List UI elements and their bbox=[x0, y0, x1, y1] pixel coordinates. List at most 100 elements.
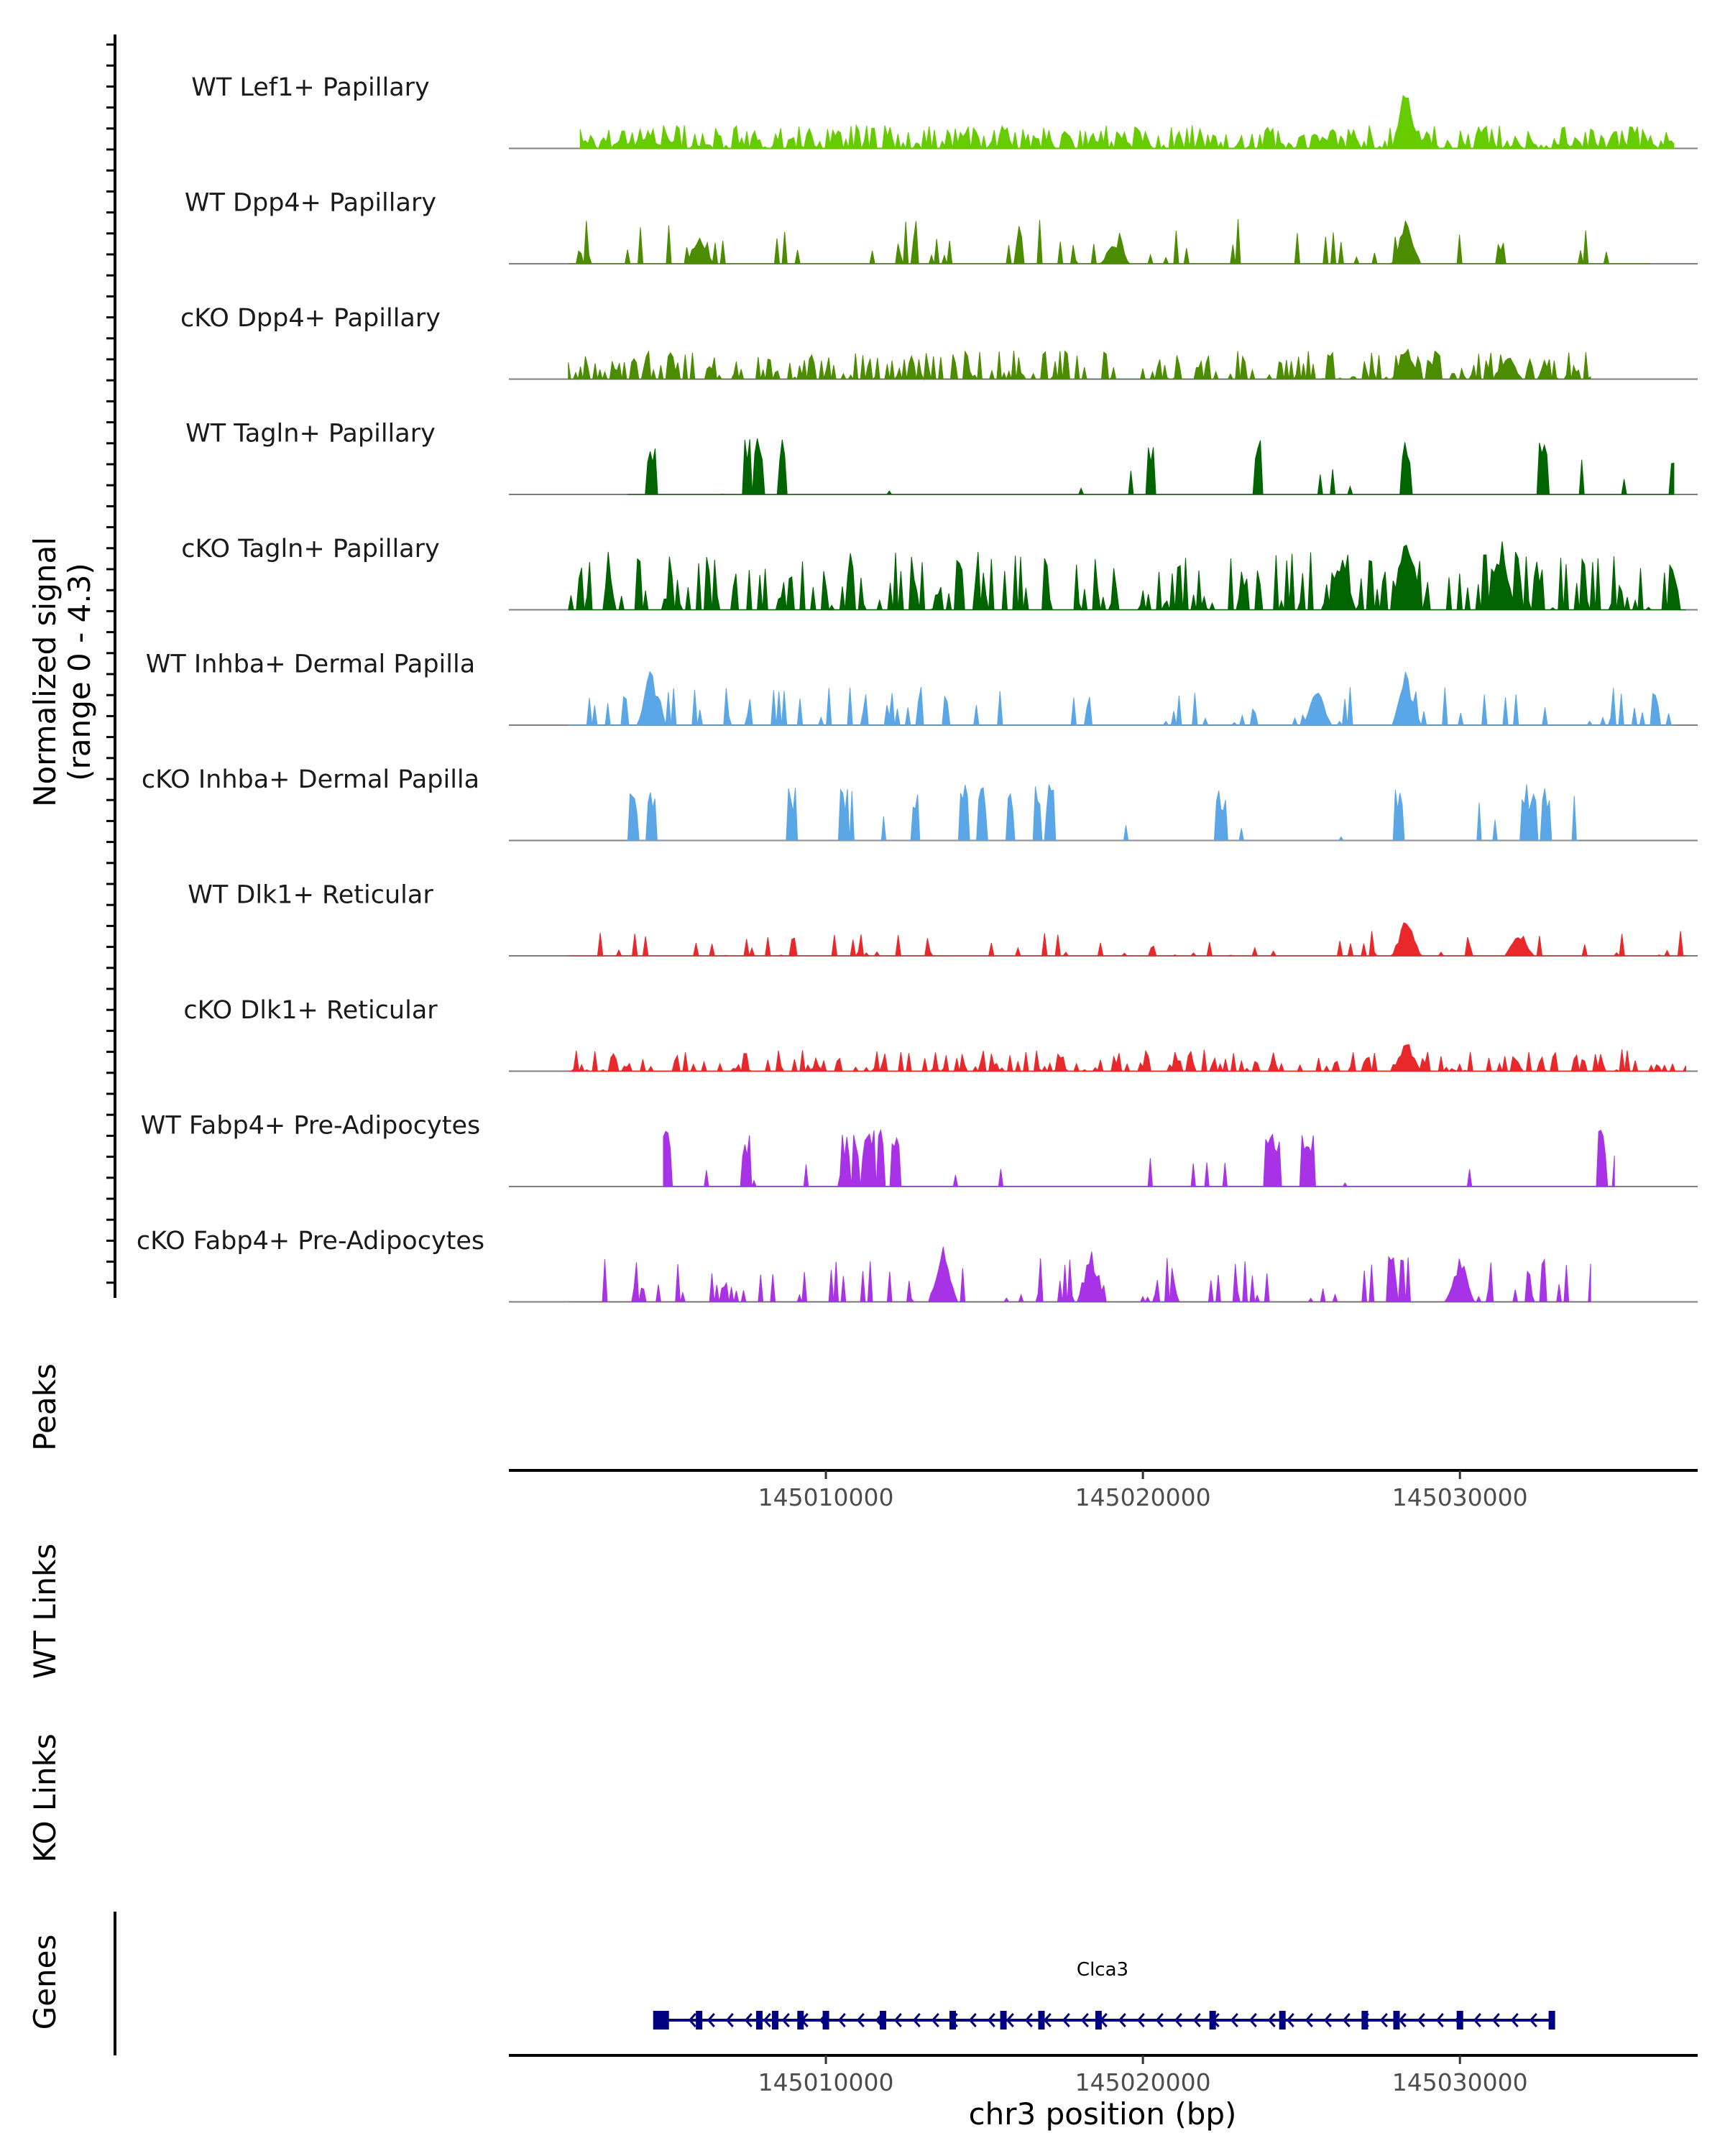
gene-exon bbox=[949, 2011, 956, 2030]
coverage-area bbox=[627, 784, 1579, 841]
track-label: cKO Fabp4+ Pre-Adipocytes bbox=[137, 1227, 484, 1256]
track-6: WT Inhba+ Dermal Papilla bbox=[146, 650, 1698, 727]
track-11: cKO Fabp4+ Pre-Adipocytes bbox=[137, 1227, 1698, 1303]
strand-chevron bbox=[725, 2013, 734, 2027]
track-label: WT Fabp4+ Pre-Adipocytes bbox=[141, 1112, 480, 1141]
track-label: WT Inhba+ Dermal Papilla bbox=[146, 650, 475, 679]
strand-chevron bbox=[1024, 2013, 1033, 2027]
gene-exon bbox=[1209, 2011, 1216, 2030]
strand-chevron bbox=[931, 2013, 939, 2027]
signal-axis-title: Normalized signal bbox=[27, 537, 63, 807]
strand-chevron bbox=[1305, 2013, 1313, 2027]
signal-axis-ticks bbox=[106, 43, 115, 1284]
strand-chevron bbox=[1192, 2013, 1201, 2027]
wt-links-label: WT Links bbox=[27, 1544, 63, 1679]
genes-label: Genes bbox=[27, 1935, 63, 2030]
gene-model-clca3 bbox=[653, 2011, 1555, 2030]
track-label: cKO Dpp4+ Papillary bbox=[180, 304, 441, 333]
x-tick-label: 145010000 bbox=[758, 1483, 894, 1511]
coverage-area bbox=[579, 94, 1675, 150]
gene-exon bbox=[1456, 2011, 1463, 2030]
strand-chevron bbox=[1267, 2013, 1276, 2027]
gene-exon bbox=[797, 2011, 804, 2030]
gene-exon bbox=[1361, 2011, 1368, 2030]
track-9: cKO Dlk1+ Reticular bbox=[183, 996, 1698, 1073]
strand-chevron bbox=[1248, 2013, 1257, 2027]
x-axis-title: chr3 position (bp) bbox=[969, 2096, 1237, 2132]
gene-exon bbox=[755, 2011, 763, 2030]
track-label: WT Tagln+ Papillary bbox=[185, 420, 436, 448]
coverage-tracks: WT Lef1+ Papillary WT Dpp4+ Papillary cKO … bbox=[137, 73, 1698, 1303]
strand-chevron bbox=[1529, 2013, 1537, 2027]
strand-chevron bbox=[744, 2013, 753, 2027]
coverage-area bbox=[568, 1246, 1591, 1303]
peaks-label: Peaks bbox=[27, 1363, 63, 1451]
strand-chevron bbox=[707, 2013, 715, 2027]
track-8: WT Dlk1+ Reticular bbox=[188, 881, 1698, 957]
coverage-area bbox=[568, 218, 1650, 264]
track-label: cKO Inhba+ Dermal Papilla bbox=[142, 765, 479, 794]
strand-chevron bbox=[1417, 2013, 1425, 2027]
x-tick-label: 145010000 bbox=[758, 2068, 894, 2096]
gene-exon bbox=[879, 2011, 886, 2030]
track-label: cKO Tagln+ Papillary bbox=[181, 535, 440, 563]
coverage-area bbox=[627, 438, 1675, 495]
ko-links-label: KO Links bbox=[27, 1733, 63, 1863]
track-3: cKO Dpp4+ Papillary bbox=[180, 304, 1698, 381]
coverage-area bbox=[568, 671, 1674, 727]
strand-chevron bbox=[1230, 2013, 1238, 2027]
signal-axis-subtitle: (range 0 - 4.3) bbox=[62, 563, 97, 781]
x-tick-label: 145030000 bbox=[1392, 1483, 1528, 1511]
strand-chevron bbox=[968, 2013, 977, 2027]
strand-chevron bbox=[1286, 2013, 1294, 2027]
gene-exon bbox=[1393, 2011, 1400, 2030]
strand-chevron bbox=[1398, 2013, 1407, 2027]
peaks-x-axis-ticks: 145010000 145020000 145030000 bbox=[758, 1470, 1528, 1511]
strand-chevron bbox=[1174, 2013, 1182, 2027]
coverage-area bbox=[568, 922, 1686, 957]
coverage-area bbox=[568, 1044, 1686, 1073]
gene-exon bbox=[771, 2011, 778, 2030]
strand-chevron bbox=[781, 2013, 790, 2027]
strand-chevron bbox=[893, 2013, 902, 2027]
track-7: cKO Inhba+ Dermal Papilla bbox=[142, 765, 1698, 842]
x-tick-label: 145020000 bbox=[1075, 2068, 1211, 2096]
gene-name-label: Clca3 bbox=[1077, 1959, 1128, 1981]
strand-chevron bbox=[1473, 2013, 1481, 2027]
track-label: WT Dpp4+ Papillary bbox=[185, 189, 436, 218]
strand-chevron bbox=[1136, 2013, 1145, 2027]
track-label: WT Lef1+ Papillary bbox=[191, 73, 430, 102]
strand-chevron bbox=[1510, 2013, 1519, 2027]
track-5: cKO Tagln+ Papillary bbox=[181, 535, 1698, 612]
strand-chevron bbox=[1491, 2013, 1500, 2027]
genes-x-axis-ticks: 145010000 145020000 145030000 bbox=[758, 2055, 1528, 2096]
strand-chevron bbox=[1342, 2013, 1351, 2027]
strand-chevron bbox=[1379, 2013, 1388, 2027]
strand-chevron bbox=[1435, 2013, 1444, 2027]
gene-exon bbox=[1000, 2011, 1007, 2030]
strand-chevron bbox=[1118, 2013, 1126, 2027]
strand-chevron bbox=[1155, 2013, 1164, 2027]
gene-exon bbox=[1548, 2011, 1555, 2030]
strand-chevron bbox=[1043, 2013, 1052, 2027]
x-tick-label: 145020000 bbox=[1075, 1483, 1211, 1511]
track-1: WT Lef1+ Papillary bbox=[191, 73, 1698, 150]
strand-chevron bbox=[1080, 2013, 1089, 2027]
x-tick-label: 145030000 bbox=[1392, 2068, 1528, 2096]
strand-chevron bbox=[688, 2013, 696, 2027]
gene-exon bbox=[822, 2011, 829, 2030]
gene-exon bbox=[696, 2011, 703, 2030]
track-label: cKO Dlk1+ Reticular bbox=[183, 996, 438, 1025]
track-label: WT Dlk1+ Reticular bbox=[188, 881, 433, 910]
strand-chevron bbox=[763, 2013, 771, 2027]
strand-chevron bbox=[1006, 2013, 1014, 2027]
strand-chevron bbox=[856, 2013, 865, 2027]
track-2: WT Dpp4+ Papillary bbox=[185, 189, 1698, 264]
strand-chevron bbox=[987, 2013, 995, 2027]
coverage-area bbox=[568, 541, 1686, 612]
track-4: WT Tagln+ Papillary bbox=[185, 420, 1698, 495]
strand-chevron bbox=[837, 2013, 846, 2027]
strand-chevron bbox=[1323, 2013, 1332, 2027]
gene-exon bbox=[1279, 2011, 1286, 2030]
gene-exon bbox=[1095, 2011, 1102, 2030]
